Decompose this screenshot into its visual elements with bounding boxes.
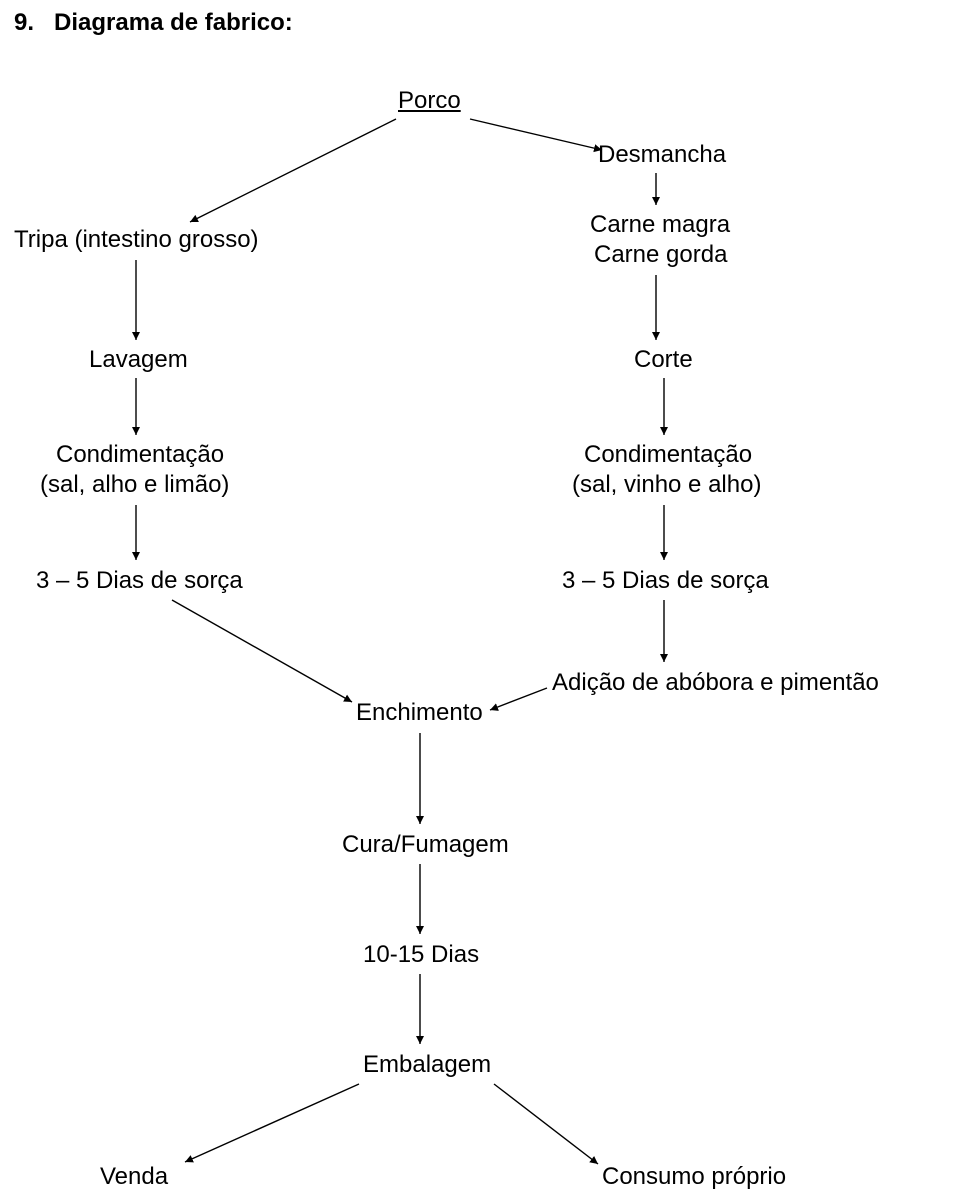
node-embalagem: Embalagem — [363, 1050, 491, 1080]
section-heading: 9. Diagrama de fabrico: — [14, 8, 293, 38]
flowchart-arrows — [0, 0, 960, 1201]
node-consumo: Consumo próprio — [602, 1162, 786, 1192]
flow-edge — [172, 600, 352, 702]
node-desmancha: Desmancha — [598, 140, 726, 170]
node-condimentacao-right-1: Condimentação — [584, 440, 752, 470]
flow-edge — [494, 1084, 598, 1164]
node-10-15-dias: 10-15 Dias — [363, 940, 479, 970]
node-venda: Venda — [100, 1162, 168, 1192]
node-condimentacao-left-1: Condimentação — [56, 440, 224, 470]
node-adicao: Adição de abóbora e pimentão — [552, 668, 879, 698]
node-sorca-left: 3 – 5 Dias de sorça — [36, 566, 243, 596]
flow-edge — [470, 119, 602, 150]
node-porco: Porco — [398, 86, 461, 116]
flow-edge — [190, 119, 396, 222]
node-corte: Corte — [634, 345, 693, 375]
flow-edge — [490, 688, 547, 710]
section-title: Diagrama de fabrico: — [54, 9, 293, 36]
section-number: 9. — [14, 9, 34, 36]
node-tripa: Tripa (intestino grosso) — [14, 225, 259, 255]
node-carne-gorda: Carne gorda — [594, 240, 727, 270]
node-cura: Cura/Fumagem — [342, 830, 509, 860]
node-sorca-right: 3 – 5 Dias de sorça — [562, 566, 769, 596]
node-condimentacao-left-2: (sal, alho e limão) — [40, 470, 229, 500]
node-lavagem: Lavagem — [89, 345, 188, 375]
flow-edge — [185, 1084, 359, 1162]
node-enchimento: Enchimento — [356, 698, 483, 728]
node-carne-magra: Carne magra — [590, 210, 730, 240]
node-condimentacao-right-2: (sal, vinho e alho) — [572, 470, 761, 500]
